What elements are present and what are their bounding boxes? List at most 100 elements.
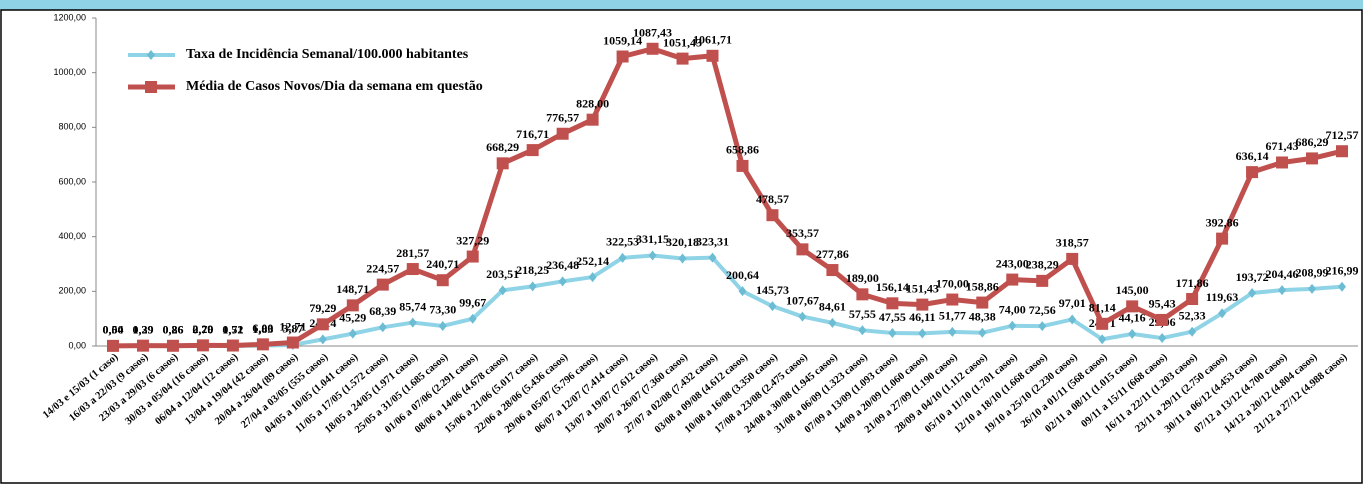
marker bbox=[406, 263, 419, 276]
marker bbox=[708, 252, 717, 263]
marker bbox=[147, 50, 155, 60]
marker bbox=[526, 144, 539, 157]
data-label: 74,00 bbox=[999, 303, 1026, 317]
y-tick-label: 600,00 bbox=[58, 176, 86, 186]
data-label: 238,29 bbox=[1026, 258, 1059, 272]
data-label: 3,87 bbox=[282, 322, 303, 336]
marker bbox=[556, 127, 569, 140]
data-label: 0,26 bbox=[162, 323, 183, 337]
marker bbox=[346, 299, 359, 312]
legend-label: Taxa de Incidência Semanal/100.000 habit… bbox=[186, 47, 469, 62]
data-label: 193,72 bbox=[1236, 270, 1269, 284]
data-label: 327,29 bbox=[456, 233, 489, 247]
marker bbox=[286, 336, 299, 349]
marker bbox=[1008, 320, 1017, 331]
data-label: 322,53 bbox=[606, 235, 639, 249]
data-label: 277,86 bbox=[816, 247, 849, 261]
data-label: 0,39 bbox=[132, 323, 153, 337]
marker bbox=[1126, 300, 1139, 313]
data-label: 1051,43 bbox=[663, 35, 702, 49]
marker bbox=[1308, 283, 1317, 294]
marker bbox=[468, 313, 477, 324]
data-label: 218,25 bbox=[516, 263, 549, 277]
data-label: 171,86 bbox=[1176, 276, 1209, 290]
data-label: 12,71 bbox=[279, 319, 306, 333]
marker bbox=[1158, 333, 1167, 344]
data-label: 668,29 bbox=[486, 140, 519, 154]
marker bbox=[145, 81, 157, 93]
data-label: 48,38 bbox=[969, 310, 996, 324]
marker bbox=[588, 272, 597, 283]
marker bbox=[826, 264, 839, 277]
marker bbox=[438, 320, 447, 331]
marker bbox=[1218, 308, 1227, 319]
series-line bbox=[112, 253, 1343, 348]
data-label: 243,00 bbox=[996, 256, 1029, 270]
data-label: 189,00 bbox=[846, 271, 879, 285]
data-label: 85,74 bbox=[399, 299, 426, 313]
marker bbox=[646, 42, 659, 55]
data-label: 107,67 bbox=[786, 293, 819, 307]
data-label: 72,56 bbox=[1029, 303, 1056, 317]
data-label: 712,57 bbox=[1326, 128, 1359, 142]
marker bbox=[196, 339, 209, 352]
marker bbox=[828, 317, 837, 328]
marker bbox=[1066, 252, 1079, 265]
data-label: 1087,43 bbox=[633, 26, 672, 40]
data-label: 148,71 bbox=[336, 282, 369, 296]
data-label: 1,83 bbox=[252, 322, 273, 336]
marker bbox=[856, 288, 869, 301]
marker bbox=[1038, 321, 1047, 332]
marker bbox=[496, 157, 509, 170]
marker bbox=[766, 209, 779, 222]
data-label: 392,86 bbox=[1206, 215, 1239, 229]
data-label: 281,57 bbox=[396, 246, 429, 260]
y-tick-label: 1000,00 bbox=[53, 67, 86, 77]
data-label: 45,29 bbox=[339, 310, 366, 324]
data-label: 79,29 bbox=[309, 301, 336, 315]
marker bbox=[978, 327, 987, 338]
marker bbox=[1246, 166, 1259, 179]
marker bbox=[1276, 156, 1289, 169]
marker bbox=[1068, 314, 1077, 325]
data-label: 200,64 bbox=[726, 268, 759, 282]
marker bbox=[586, 113, 599, 126]
marker bbox=[888, 328, 897, 339]
data-label: 81,14 bbox=[1089, 301, 1116, 315]
frame bbox=[0, 9, 1363, 484]
data-label: 68,39 bbox=[369, 304, 396, 318]
data-label: 51,77 bbox=[939, 309, 966, 323]
data-label: 0,52 bbox=[222, 323, 243, 337]
data-label: 224,57 bbox=[366, 261, 399, 275]
marker bbox=[858, 325, 867, 336]
marker bbox=[256, 338, 269, 351]
marker bbox=[1338, 281, 1346, 292]
marker bbox=[618, 252, 627, 263]
data-label: 686,29 bbox=[1296, 135, 1329, 149]
y-tick-label: 800,00 bbox=[58, 122, 86, 132]
legend-label: Média de Casos Novos/Dia da semana em qu… bbox=[186, 79, 483, 94]
marker bbox=[1006, 273, 1019, 286]
marker bbox=[318, 334, 327, 345]
data-label: 236,48 bbox=[546, 258, 579, 272]
marker bbox=[948, 326, 957, 337]
data-label: 73,30 bbox=[429, 303, 456, 317]
data-label: 52,33 bbox=[1179, 308, 1206, 322]
marker bbox=[798, 311, 807, 322]
data-label: 203,51 bbox=[486, 267, 519, 281]
marker bbox=[1098, 334, 1107, 345]
data-label: 84,61 bbox=[819, 300, 846, 314]
data-label: 240,71 bbox=[426, 257, 459, 271]
marker bbox=[946, 293, 959, 306]
marker bbox=[1216, 232, 1229, 245]
data-label: 44,16 bbox=[1119, 311, 1146, 325]
marker bbox=[1188, 326, 1197, 337]
data-label: 828,00 bbox=[576, 96, 609, 110]
data-label: 119,63 bbox=[1206, 290, 1238, 304]
data-label: 252,14 bbox=[576, 254, 609, 268]
marker bbox=[408, 317, 417, 328]
marker bbox=[1186, 293, 1199, 306]
marker bbox=[768, 301, 777, 312]
data-label: 478,57 bbox=[756, 192, 789, 206]
marker bbox=[436, 274, 449, 287]
